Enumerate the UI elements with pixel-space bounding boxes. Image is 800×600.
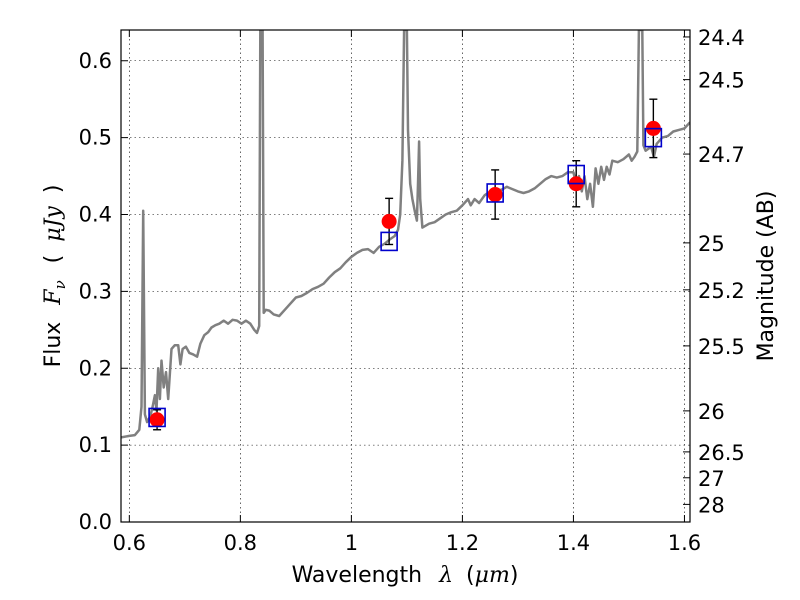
- y-axis-label-prefix: Flux: [41, 322, 66, 368]
- spectrum-line: [121, 30, 690, 439]
- observed-flux-point: [487, 187, 503, 203]
- y-tick-label: 0.5: [79, 126, 112, 150]
- y-tick-label: 0.1: [79, 433, 112, 457]
- y-tick-label: 0.2: [79, 356, 112, 380]
- x-axis-label-unit: μm: [475, 563, 510, 588]
- x-tick-label: 1.4: [557, 531, 590, 555]
- y-tick-label: 0.4: [79, 203, 112, 227]
- observed-flux-point: [381, 213, 397, 229]
- axis-ticks: [121, 30, 690, 523]
- mag-tick-label: 25.5: [698, 335, 745, 359]
- x-tick-label: 1.2: [446, 531, 479, 555]
- x-axis-title: Wavelength λ (μm): [292, 563, 519, 588]
- y-axis-label-symbol: F: [41, 289, 66, 306]
- x-axis-label-prefix: Wavelength: [292, 563, 423, 588]
- tick-labels: 0.6 0.8 1 1.2 1.4 1.6 0.0 0.1 0.2 0.3 0.4 0.5 0.6 24.…: [79, 26, 745, 555]
- observed-flux-point: [149, 412, 165, 428]
- mag-tick-label: 25.2: [698, 279, 745, 303]
- mag-tick-label: 28: [698, 493, 725, 517]
- mag-tick-label: 27: [698, 467, 725, 491]
- mag-tick-label: 24.5: [698, 69, 745, 93]
- y-tick-label: 0.3: [79, 279, 112, 303]
- x-tick-label: 1.6: [668, 531, 701, 555]
- x-tick-label: 1: [345, 531, 358, 555]
- x-tick-label: 0.8: [224, 531, 257, 555]
- mag-tick-label: 26: [698, 400, 725, 424]
- mag-tick-label: 24.4: [698, 26, 745, 50]
- mag-tick-label: 24.7: [698, 143, 745, 167]
- plot-area: [121, 30, 690, 439]
- y-tick-label: 0.0: [79, 510, 112, 534]
- y-axis-label-open: (: [41, 255, 66, 264]
- grid-lines: [121, 30, 690, 523]
- y2-axis-title: Magnitude (AB): [754, 191, 779, 362]
- y-tick-label: 0.6: [79, 49, 112, 73]
- y-axis-label-close: ): [41, 185, 66, 194]
- model-flux-square: [486, 183, 504, 203]
- model-flux-square: [567, 164, 586, 185]
- x-axis-label-open: (: [466, 563, 475, 588]
- model-flux-square: [380, 231, 398, 252]
- y-axis-label-unit: μJy: [41, 206, 66, 242]
- y-axis-title: Flux Fν ( μJy ): [41, 185, 71, 368]
- x-tick-label: 0.6: [113, 531, 146, 555]
- y-axis-label-subscript: ν: [51, 280, 69, 289]
- x-axis-label-symbol: λ: [438, 563, 453, 588]
- model-flux-square: [148, 407, 166, 428]
- mag-tick-label: 25: [698, 232, 725, 256]
- x-axis-label-close: ): [510, 563, 519, 588]
- plot-frame: [120, 29, 691, 523]
- mag-tick-label: 26.5: [698, 441, 745, 465]
- model-flux-square: [644, 127, 663, 148]
